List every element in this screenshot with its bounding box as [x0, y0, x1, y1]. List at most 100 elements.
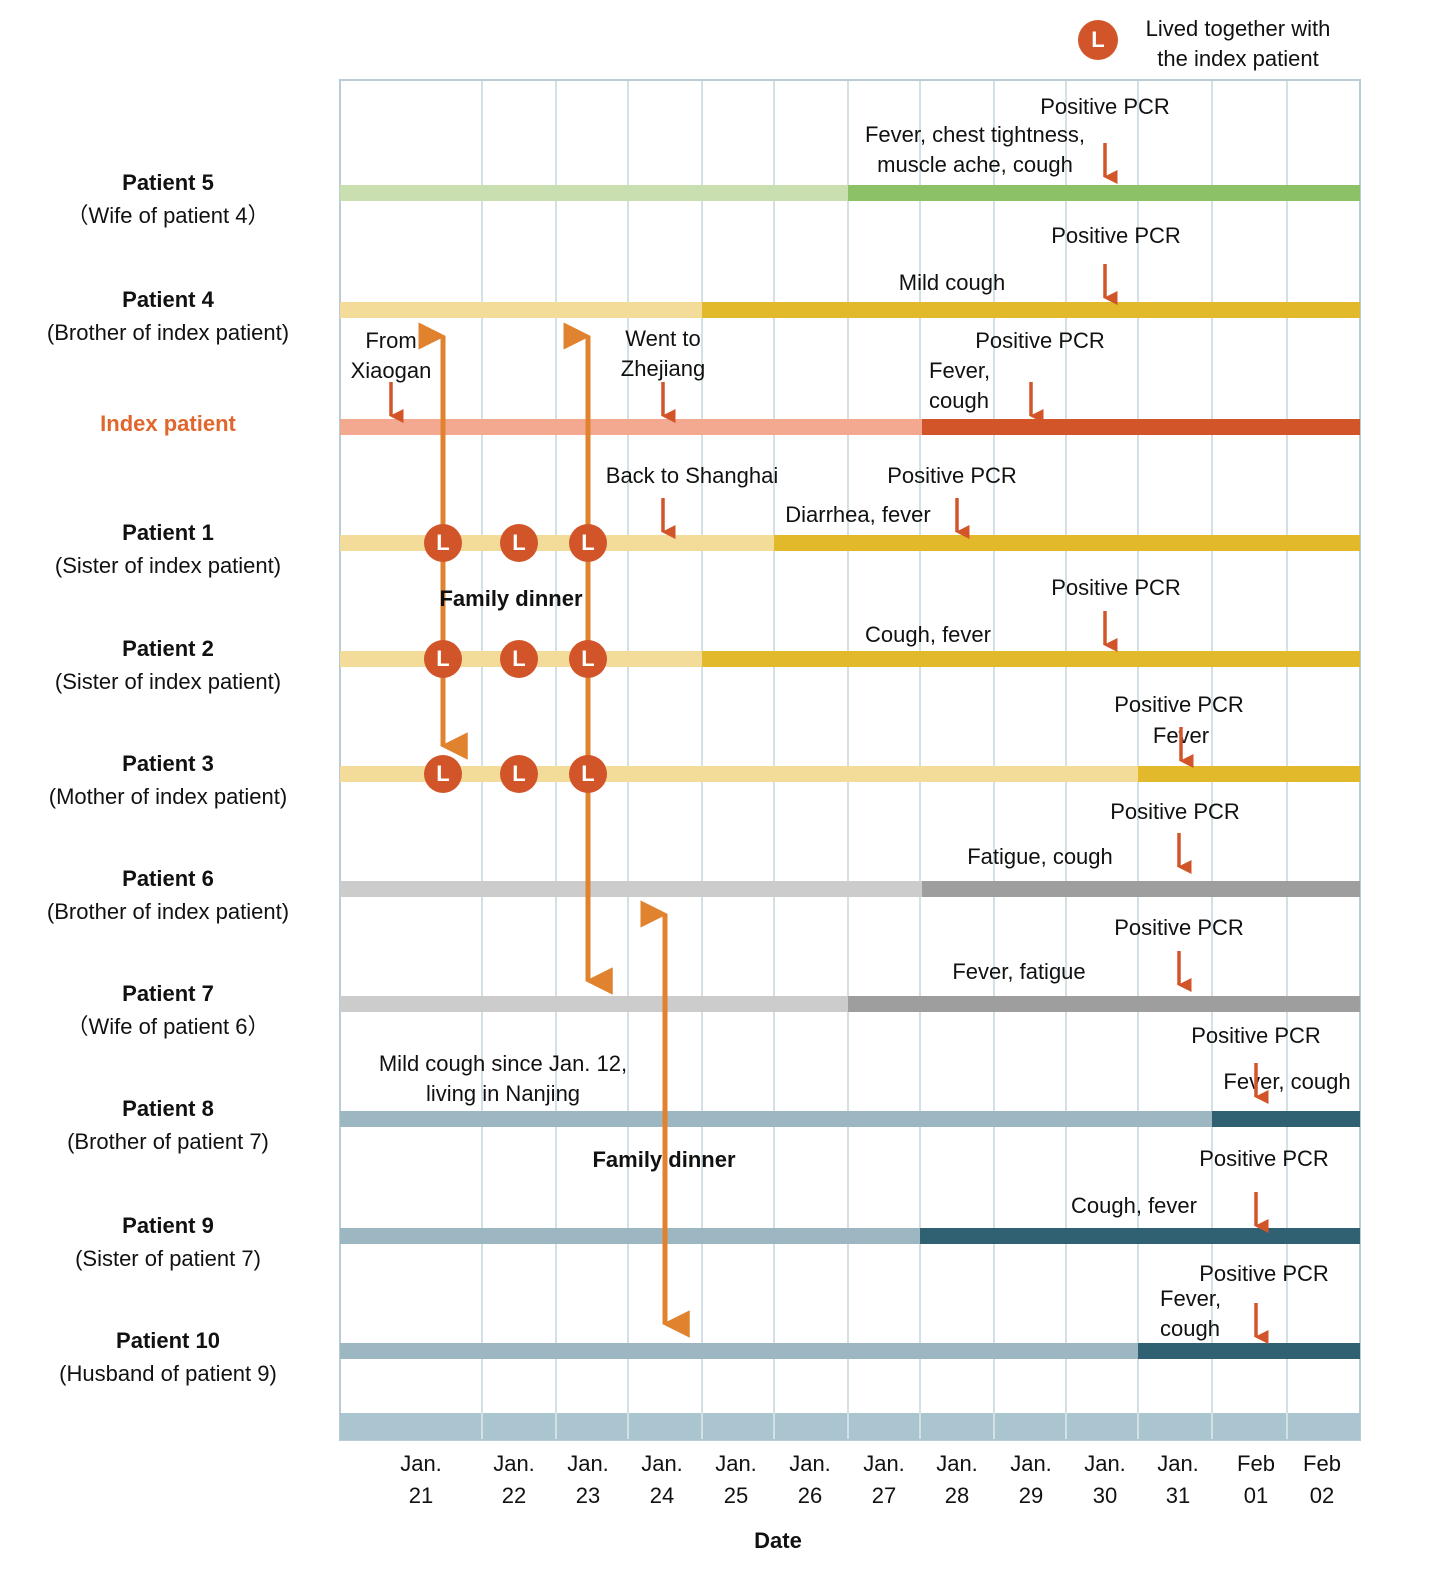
date-label: Jan.: [715, 1451, 757, 1476]
patient-name: Index patient: [100, 411, 236, 436]
patient-name: Patient 9: [122, 1213, 214, 1238]
annotation: Zhejiang: [621, 356, 705, 381]
lived-together-symbol: L: [436, 761, 449, 786]
annotation: Positive PCR: [1199, 1261, 1329, 1286]
lived-together-symbol: L: [512, 530, 525, 555]
annotation: Positive PCR: [1199, 1146, 1329, 1171]
patient-name: Patient 1: [122, 520, 214, 545]
annotation: Cough, fever: [865, 622, 991, 647]
lived-together-symbol: L: [512, 761, 525, 786]
date-label: 26: [798, 1483, 822, 1508]
annotation: Positive PCR: [1114, 692, 1244, 717]
annotation: Positive PCR: [1114, 915, 1244, 940]
date-label: Jan.: [641, 1451, 683, 1476]
lived-together-marker: [424, 640, 462, 678]
legend-label: the index patient: [1157, 46, 1318, 71]
bar-after-onset: [702, 651, 1360, 667]
event-title: Family dinner: [439, 586, 582, 611]
lived-together-symbol: L: [581, 646, 594, 671]
date-label: 01: [1244, 1483, 1268, 1508]
patient-name: Patient 4: [122, 287, 214, 312]
date-label: 27: [872, 1483, 896, 1508]
bar-before-onset: [340, 766, 1138, 782]
date-label: 31: [1166, 1483, 1190, 1508]
patient-relation: (Brother of index patient): [47, 899, 289, 924]
bar-before-onset: [340, 996, 848, 1012]
bar-before-onset: [340, 302, 702, 318]
lived-together-marker: [424, 524, 462, 562]
bar-after-onset: [848, 185, 1360, 201]
annotation: Mild cough: [899, 270, 1005, 295]
patient-relation: (Mother of index patient): [49, 784, 287, 809]
lived-together-symbol: L: [581, 530, 594, 555]
patient-relation: （Wife of patient 4）: [67, 203, 270, 228]
date-label: Jan.: [400, 1451, 442, 1476]
legend-symbol: L: [1091, 27, 1104, 52]
legend-marker: [1078, 20, 1118, 60]
annotation: Positive PCR: [975, 328, 1105, 353]
annotation: muscle ache, cough: [877, 152, 1073, 177]
event-title: Family dinner: [592, 1147, 735, 1172]
bar-before-onset: [340, 1111, 1212, 1127]
lived-together-marker: [500, 524, 538, 562]
date-label: 24: [650, 1483, 674, 1508]
bar-after-onset: [1212, 1111, 1360, 1127]
annotation: Positive PCR: [1191, 1023, 1321, 1048]
annotation: Fever, fatigue: [952, 959, 1085, 984]
patient-name: Patient 2: [122, 636, 214, 661]
date-label: Jan.: [493, 1451, 535, 1476]
annotation: living in Nanjing: [426, 1081, 580, 1106]
annotation: cough: [1160, 1316, 1220, 1341]
annotation: Positive PCR: [1040, 94, 1170, 119]
date-label: Jan.: [1157, 1451, 1199, 1476]
annotation: Fever, cough: [1223, 1069, 1350, 1094]
date-label: 30: [1093, 1483, 1117, 1508]
bar-after-onset: [1138, 1343, 1360, 1359]
lived-together-symbol: L: [512, 646, 525, 671]
patient-relation: (Sister of patient 7): [75, 1246, 261, 1271]
annotation: Positive PCR: [887, 463, 1017, 488]
annotation: Positive PCR: [1051, 575, 1181, 600]
annotation: Positive PCR: [1051, 223, 1181, 248]
date-label: Feb: [1237, 1451, 1275, 1476]
bar-after-onset: [1138, 766, 1360, 782]
date-label: 28: [945, 1483, 969, 1508]
patient-name: Patient 7: [122, 981, 214, 1006]
patient-relation: (Sister of index patient): [55, 553, 281, 578]
bar-after-onset: [702, 302, 1360, 318]
date-label: 21: [409, 1483, 433, 1508]
date-label: Jan.: [936, 1451, 978, 1476]
annotation: Fever, chest tightness,: [865, 122, 1085, 147]
date-label: Jan.: [1084, 1451, 1126, 1476]
annotation: Fever,: [1160, 1286, 1221, 1311]
annotation: Xiaogan: [351, 358, 432, 383]
bar-before-onset: [340, 185, 848, 201]
bar-after-onset: [922, 419, 1360, 435]
bar-before-onset: [340, 1343, 1138, 1359]
date-label: Jan.: [863, 1451, 905, 1476]
bar-after-onset: [774, 535, 1360, 551]
patient-relation: （Wife of patient 6）: [67, 1014, 270, 1039]
lived-together-symbol: L: [581, 761, 594, 786]
date-label: 02: [1310, 1483, 1334, 1508]
annotation: Positive PCR: [1110, 799, 1240, 824]
lived-together-symbol: L: [436, 646, 449, 671]
date-label: 29: [1019, 1483, 1043, 1508]
patient-relation: (Husband of patient 9): [59, 1361, 277, 1386]
lived-together-marker: [569, 755, 607, 793]
bar-before-onset: [340, 1228, 920, 1244]
date-label: Feb: [1303, 1451, 1341, 1476]
annotation: Mild cough since Jan. 12,: [379, 1051, 627, 1076]
annotation: Fatigue, cough: [967, 844, 1113, 869]
annotation: Went to: [625, 326, 700, 351]
lived-together-symbol: L: [436, 530, 449, 555]
patient-relation: (Sister of index patient): [55, 669, 281, 694]
lived-together-marker: [500, 640, 538, 678]
axis-title: Date: [754, 1528, 802, 1553]
bar-before-onset: [340, 419, 922, 435]
annotation: Fever,: [929, 358, 990, 383]
patient-name: Patient 10: [116, 1328, 220, 1353]
patient-name: Patient 5: [122, 170, 214, 195]
patient-name: Patient 6: [122, 866, 214, 891]
